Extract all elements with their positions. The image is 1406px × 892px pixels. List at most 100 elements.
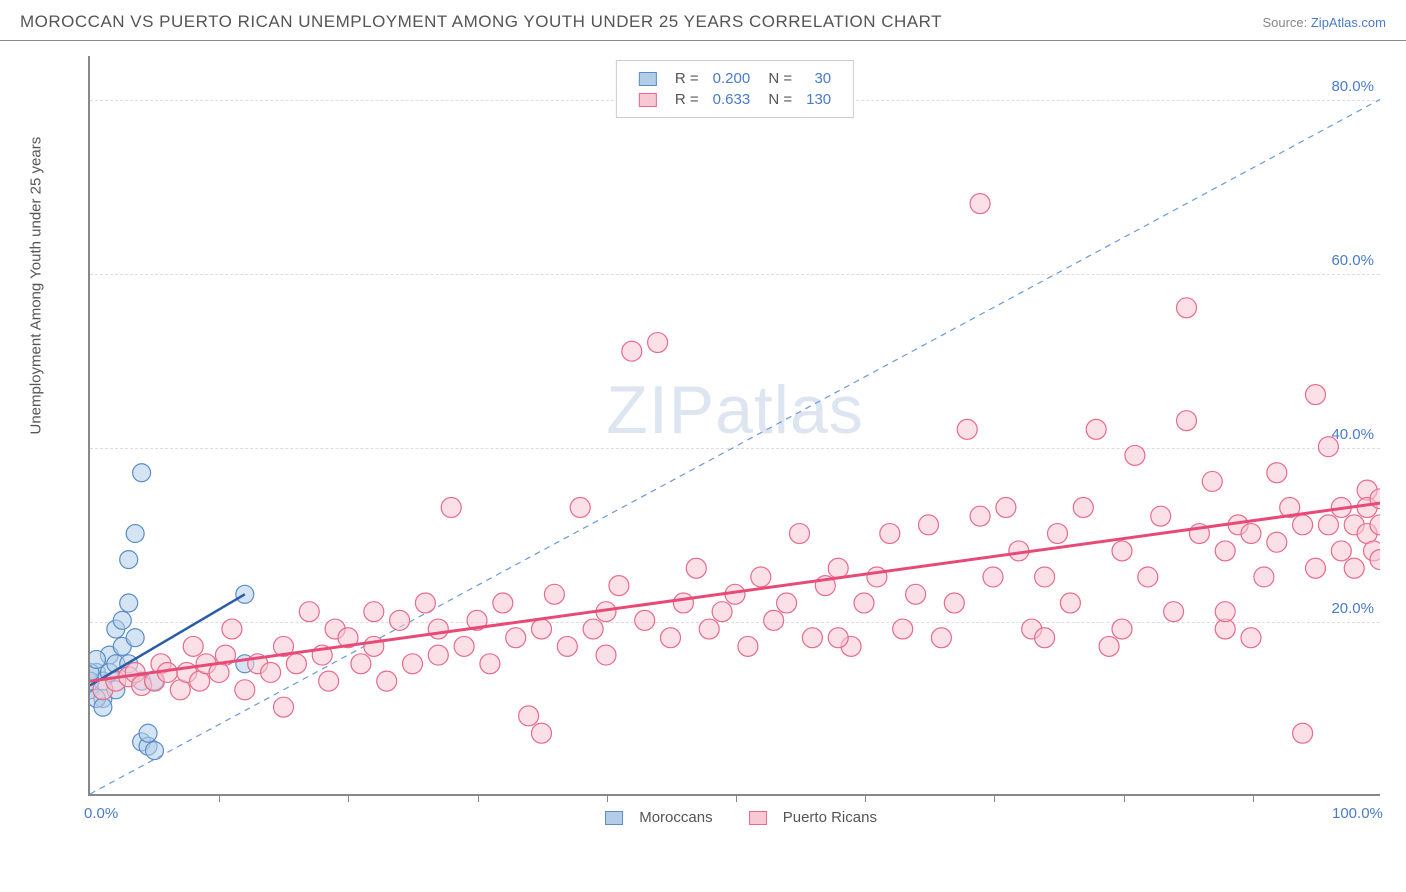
- data-point: [661, 628, 681, 648]
- data-point: [126, 629, 144, 647]
- data-point: [1306, 558, 1326, 578]
- data-point: [764, 610, 784, 630]
- data-point: [828, 558, 848, 578]
- data-point: [880, 524, 900, 544]
- data-point: [1073, 498, 1093, 518]
- x-tick: [994, 794, 995, 802]
- x-tick-label: 0.0%: [84, 805, 118, 822]
- series-legend: Moroccans Puerto Ricans: [581, 809, 889, 826]
- data-point: [274, 697, 294, 717]
- data-point: [1112, 541, 1132, 561]
- data-point: [120, 594, 138, 612]
- data-point: [1125, 445, 1145, 465]
- data-point: [428, 645, 448, 665]
- data-point: [261, 662, 281, 682]
- data-point: [120, 551, 138, 569]
- data-point: [480, 654, 500, 674]
- data-point: [906, 584, 926, 604]
- data-point: [557, 636, 577, 656]
- data-point: [364, 636, 384, 656]
- plot-region: ZIPatlas R = 0.200 N = 30 R = 0.633 N = …: [88, 56, 1380, 796]
- legend-r-value: 0.633: [707, 90, 757, 109]
- legend-row: R = 0.633 N = 130: [633, 90, 837, 109]
- data-point: [790, 524, 810, 544]
- chart-header: MOROCCAN VS PUERTO RICAN UNEMPLOYMENT AM…: [0, 0, 1406, 41]
- data-point: [235, 680, 255, 700]
- data-point: [1035, 567, 1055, 587]
- data-point: [493, 593, 513, 613]
- data-point: [1215, 602, 1235, 622]
- data-point: [1048, 524, 1068, 544]
- data-point: [428, 619, 448, 639]
- data-point: [146, 742, 164, 760]
- data-point: [751, 567, 771, 587]
- data-point: [1086, 419, 1106, 439]
- data-point: [1241, 628, 1261, 648]
- data-point: [1306, 385, 1326, 405]
- data-point: [673, 593, 693, 613]
- data-point: [113, 611, 131, 629]
- data-point: [583, 619, 603, 639]
- data-point: [222, 619, 242, 639]
- data-point: [1215, 541, 1235, 561]
- legend-n-value: 130: [800, 90, 837, 109]
- data-point: [1267, 463, 1287, 483]
- data-point: [1099, 636, 1119, 656]
- data-point: [519, 706, 539, 726]
- legend-r-label: R =: [669, 69, 705, 88]
- data-point: [983, 567, 1003, 587]
- data-point: [1202, 471, 1222, 491]
- data-point: [441, 498, 461, 518]
- data-point: [544, 584, 564, 604]
- data-point: [377, 671, 397, 691]
- legend-item: Puerto Ricans: [737, 809, 877, 826]
- chart-area: Unemployment Among Youth under 25 years …: [60, 56, 1380, 836]
- legend-r-value: 0.200: [707, 69, 757, 88]
- data-point: [622, 341, 642, 361]
- data-point: [635, 610, 655, 630]
- x-tick: [607, 794, 608, 802]
- data-point: [1267, 532, 1287, 552]
- data-point: [364, 602, 384, 622]
- data-point: [1035, 628, 1055, 648]
- source-attribution: Source: ZipAtlas.com: [1262, 15, 1386, 30]
- data-point: [94, 698, 112, 716]
- x-tick-label: 100.0%: [1332, 805, 1383, 822]
- x-tick: [219, 794, 220, 802]
- data-point: [1331, 541, 1351, 561]
- data-point: [596, 645, 616, 665]
- data-point: [944, 593, 964, 613]
- data-point: [319, 671, 339, 691]
- data-point: [686, 558, 706, 578]
- data-point: [183, 636, 203, 656]
- data-point: [1164, 602, 1184, 622]
- data-point: [415, 593, 435, 613]
- data-point: [931, 628, 951, 648]
- x-tick: [348, 794, 349, 802]
- x-tick: [478, 794, 479, 802]
- legend-r-label: R =: [669, 90, 705, 109]
- legend-n-value: 30: [800, 69, 837, 88]
- data-point: [970, 506, 990, 526]
- data-point: [828, 628, 848, 648]
- legend-row: R = 0.200 N = 30: [633, 69, 837, 88]
- legend-swatch: [639, 72, 657, 86]
- data-point: [867, 567, 887, 587]
- data-point: [299, 602, 319, 622]
- data-point: [454, 636, 474, 656]
- data-point: [351, 654, 371, 674]
- scatter-svg: [90, 56, 1380, 794]
- data-point: [570, 498, 590, 518]
- data-point: [1318, 515, 1338, 535]
- data-point: [1138, 567, 1158, 587]
- data-point: [609, 576, 629, 596]
- x-tick: [865, 794, 866, 802]
- data-point: [1241, 524, 1261, 544]
- data-point: [286, 654, 306, 674]
- data-point: [126, 525, 144, 543]
- data-point: [893, 619, 913, 639]
- legend-n-label: N =: [758, 90, 798, 109]
- source-link[interactable]: ZipAtlas.com: [1311, 15, 1386, 30]
- legend-item: Moroccans: [593, 809, 713, 826]
- data-point: [699, 619, 719, 639]
